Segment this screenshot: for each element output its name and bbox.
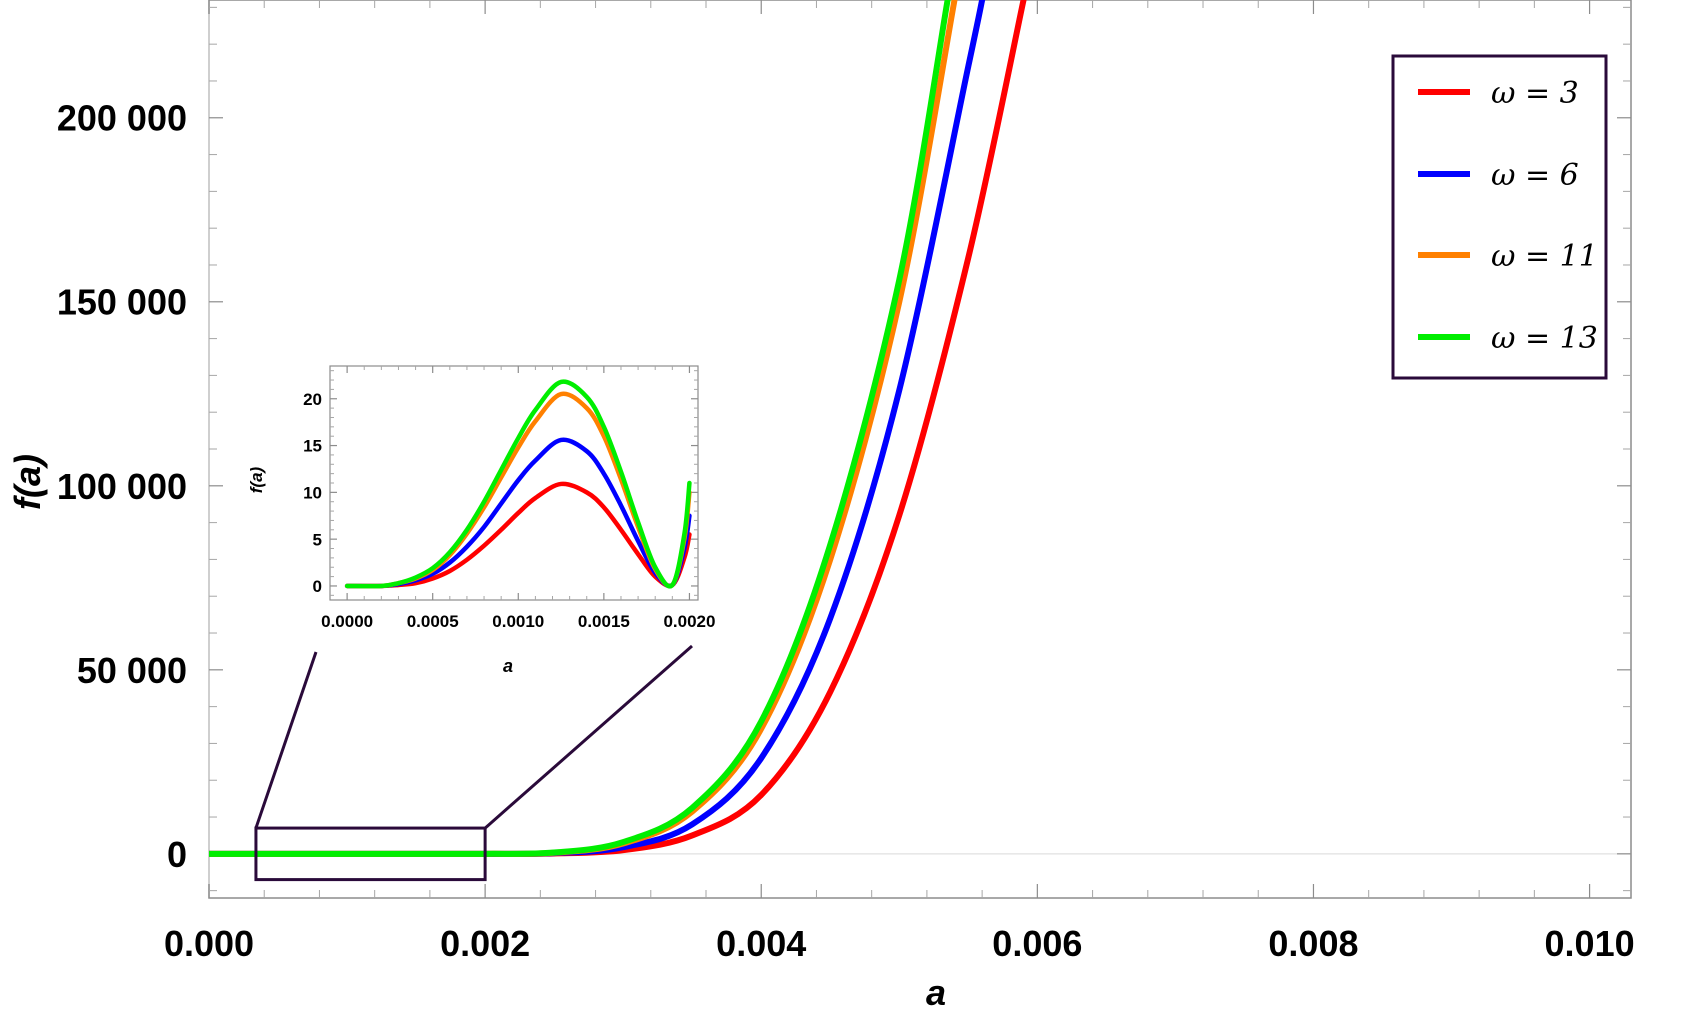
main-y-axis-title: f(a) (7, 454, 48, 510)
series-line (344, 379, 692, 589)
zoom-connector-right (484, 644, 693, 830)
legend-label: ω = 11 (1491, 239, 1598, 274)
main-x-axis-title: a (926, 972, 946, 1013)
legend-item: ω = 3 (1418, 76, 1579, 111)
legend-label: ω = 6 (1491, 158, 1579, 193)
legend: ω = 3 ω = 6 ω = 11 ω = 13 (1391, 54, 1608, 380)
zoom-connector-left (254, 651, 318, 829)
x-tick-label: 0.002 (440, 923, 530, 964)
inset-y-axis-title: f(a) (247, 466, 266, 493)
y-tick-label: 5 (313, 530, 322, 549)
y-tick-label: 0 (313, 577, 322, 596)
y-tick-label: 10 (303, 483, 322, 502)
legend-item: ω = 13 (1418, 321, 1598, 356)
legend-frame (1391, 54, 1608, 380)
x-tick-label: 0.000 (164, 923, 254, 964)
x-tick-label: 0.0005 (407, 612, 459, 631)
legend-item: ω = 11 (1418, 239, 1598, 274)
inset-chart: 0.0000 0.0005 0.0010 0.0015 0.0020 0 5 10 15 20 a… (247, 365, 715, 676)
y-tick-label: 15 (303, 437, 322, 456)
inset-tick-labels: 0.0000 0.0005 0.0010 0.0015 0.0020 0 5 10 15 20 (303, 390, 715, 631)
x-tick-label: 0.0015 (578, 612, 630, 631)
legend-label: ω = 3 (1491, 76, 1579, 111)
y-tick-label: 0 (167, 834, 187, 875)
main-tick-marks (208, 0, 1631, 898)
inset-x-axis-title: a (503, 656, 513, 676)
inset-series-group (344, 379, 692, 589)
y-tick-label: 20 (303, 390, 322, 409)
x-tick-label: 0.010 (1545, 923, 1635, 964)
x-tick-label: 0.006 (992, 923, 1082, 964)
x-tick-label: 0.0010 (492, 612, 544, 631)
zoom-box (254, 826, 487, 882)
series-line (209, 0, 951, 857)
series-line (344, 481, 692, 589)
legend-label: ω = 13 (1491, 321, 1598, 356)
legend-item: ω = 6 (1418, 158, 1579, 193)
x-tick-label: 0.0020 (663, 612, 715, 631)
x-tick-label: 0.008 (1268, 923, 1358, 964)
inset-tick-marks (330, 366, 698, 600)
x-tick-label: 0.004 (716, 923, 806, 964)
x-tick-label: 0.0000 (321, 612, 373, 631)
y-tick-label: 50 000 (77, 650, 187, 691)
y-tick-label: 100 000 (57, 466, 187, 507)
y-tick-label: 150 000 (57, 282, 187, 323)
y-tick-label: 200 000 (57, 98, 187, 139)
main-series-group (209, 0, 1027, 857)
